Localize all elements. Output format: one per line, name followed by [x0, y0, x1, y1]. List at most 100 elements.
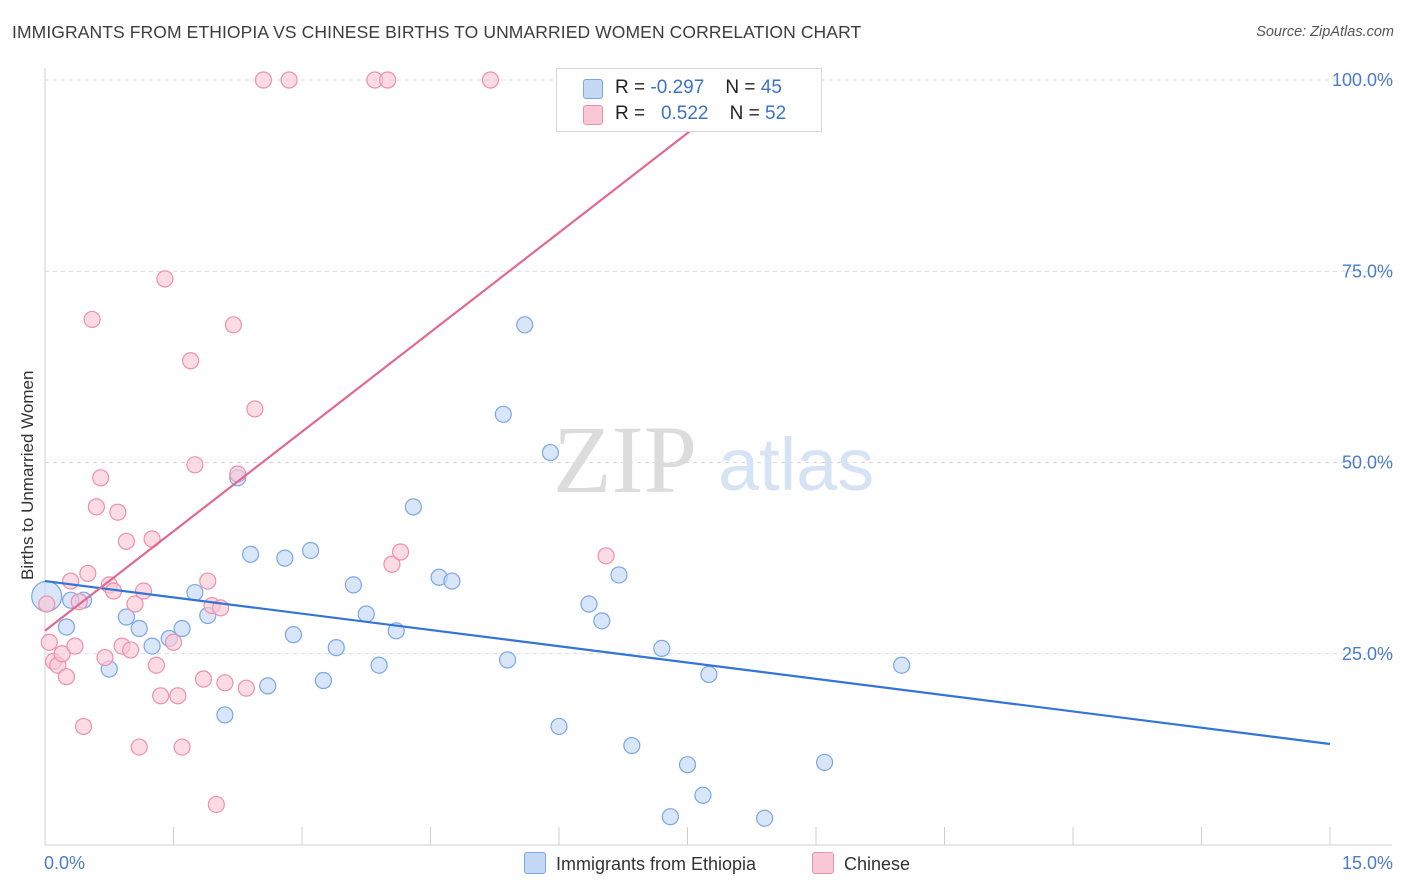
point-ethiopia: [700, 665, 718, 684]
trendline-chinese: [44, 79, 757, 632]
point-chinese: [57, 668, 76, 686]
point-ethiopia: [242, 545, 260, 563]
point-chinese: [597, 547, 615, 565]
point-chinese: [117, 532, 135, 550]
y-tick-label: 50.0%: [1342, 453, 1393, 473]
scatter-points: [31, 71, 911, 827]
source-label: Source: ZipAtlas.com: [1256, 24, 1394, 40]
point-chinese: [122, 641, 140, 659]
point-ethiopia: [357, 605, 375, 623]
point-chinese: [126, 595, 144, 613]
point-ethiopia: [580, 595, 598, 613]
point-ethiopia: [593, 612, 611, 630]
bottom-legend-label-ethiopia: Immigrants from Ethiopia: [556, 854, 757, 874]
point-ethiopia: [276, 549, 294, 567]
point-chinese: [229, 465, 247, 483]
point-chinese: [62, 572, 80, 590]
point-chinese: [156, 270, 174, 288]
bottom-legend-label-chinese: Chinese: [844, 854, 911, 874]
point-chinese: [383, 555, 401, 573]
point-ethiopia: [130, 619, 148, 638]
point-chinese: [74, 717, 93, 736]
gridlines: [45, 79, 1392, 655]
point-ethiopia: [216, 706, 234, 724]
point-chinese: [169, 687, 187, 705]
point-ethiopia: [173, 619, 191, 638]
legend-swatch-ethiopia: [583, 79, 603, 99]
bottom-legend-chinese: Chinese: [812, 852, 910, 875]
tick-labels: 100.0% 75.0% 50.0% 25.0% 0.0% 15.0%: [44, 70, 1393, 873]
point-chinese: [194, 670, 213, 688]
point-ethiopia: [344, 576, 362, 594]
point-chinese: [152, 687, 170, 705]
point-ethiopia: [443, 572, 461, 590]
legend-n-value: 45: [760, 77, 782, 98]
point-chinese: [147, 656, 165, 674]
correlation-legend: R = -0.297 N = 45 R = 0.522 N = 52: [556, 68, 822, 132]
point-ethiopia: [327, 639, 345, 657]
point-chinese: [66, 637, 84, 655]
watermark-zip: ZIP: [553, 406, 697, 513]
x-tick-label: 15.0%: [1342, 853, 1393, 873]
point-ethiopia: [494, 405, 512, 423]
point-ethiopia: [541, 443, 560, 462]
point-ethiopia: [186, 583, 204, 602]
point-ethiopia: [57, 618, 76, 636]
legend-n-label: N =: [729, 103, 760, 124]
legend-swatch-chinese: [583, 105, 603, 125]
point-chinese: [481, 71, 500, 89]
bottom-legend-swatch-ethiopia: [524, 852, 546, 874]
point-chinese: [134, 582, 153, 600]
x-tick-label: 0.0%: [44, 853, 85, 873]
legend-r-label: R =: [615, 77, 646, 98]
point-ethiopia: [499, 651, 517, 669]
point-chinese: [182, 352, 200, 370]
point-chinese: [40, 633, 58, 651]
point-chinese: [79, 564, 97, 583]
legend-n-value: 52: [765, 103, 787, 124]
point-chinese: [38, 595, 56, 613]
legend-n-label: N =: [725, 77, 756, 98]
point-chinese: [246, 400, 264, 418]
point-chinese: [70, 593, 88, 611]
point-ethiopia: [623, 736, 641, 755]
point-ethiopia: [653, 639, 671, 657]
point-chinese: [224, 316, 243, 334]
legend-r-label: R =: [615, 103, 646, 124]
point-chinese: [92, 469, 110, 487]
point-chinese: [109, 503, 127, 521]
point-ethiopia: [117, 608, 135, 626]
point-chinese: [173, 738, 191, 756]
point-ethiopia: [678, 756, 697, 774]
y-tick-label: 75.0%: [1342, 261, 1393, 281]
point-chinese: [207, 795, 225, 814]
watermark-atlas: atlas: [718, 423, 874, 506]
point-ethiopia: [755, 809, 774, 827]
point-chinese: [53, 645, 71, 663]
point-chinese: [186, 456, 204, 474]
point-chinese: [130, 738, 148, 756]
point-chinese: [87, 498, 106, 516]
point-ethiopia: [516, 316, 534, 334]
point-ethiopia: [404, 498, 422, 516]
point-ethiopia: [815, 753, 834, 771]
legend-r-value: 0.522: [660, 103, 709, 124]
axes: [44, 68, 1392, 846]
chart-title: IMMIGRANTS FROM ETHIOPIA VS CHINESE BIRT…: [12, 22, 862, 42]
point-ethiopia: [610, 566, 628, 584]
point-chinese: [237, 679, 255, 697]
point-ethiopia: [284, 626, 303, 644]
bottom-legend-ethiopia: Immigrants from Ethiopia: [524, 852, 756, 875]
point-chinese: [216, 674, 234, 692]
y-tick-label: 25.0%: [1342, 644, 1393, 664]
y-tick-label: 100.0%: [1332, 70, 1393, 90]
point-chinese: [96, 648, 114, 667]
point-chinese: [379, 71, 397, 89]
point-ethiopia: [314, 671, 333, 690]
point-ethiopia: [259, 677, 277, 695]
point-ethiopia: [550, 717, 568, 736]
point-chinese: [280, 71, 298, 89]
legend-r-value: -0.297: [650, 77, 705, 98]
bottom-legend-swatch-chinese: [812, 852, 834, 874]
